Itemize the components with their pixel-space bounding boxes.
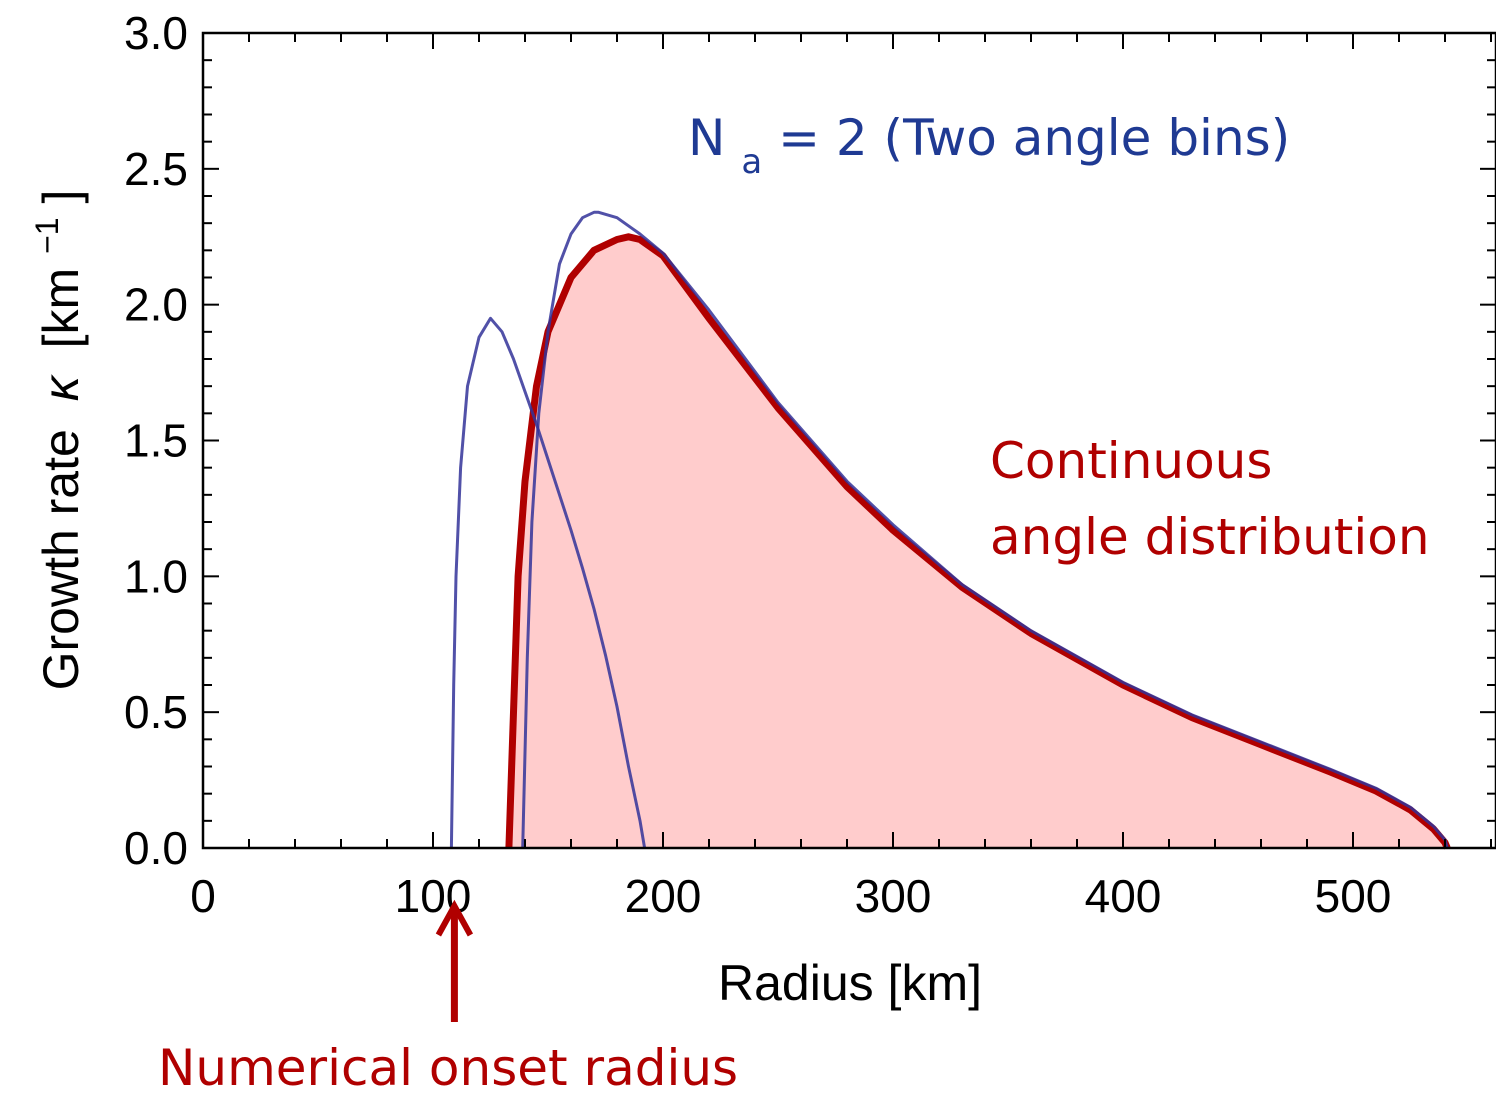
- y-axis-label-close: ]: [33, 190, 89, 204]
- y-tick-label: 1.5: [124, 415, 188, 467]
- y-tick-label: 3.0: [124, 7, 188, 59]
- x-tick-label: 400: [1085, 870, 1162, 922]
- na-annotation-main: N: [688, 109, 725, 167]
- na-annotation-sub: a: [741, 142, 762, 182]
- onset-annotation: Numerical onset radius: [158, 1039, 738, 1097]
- y-axis-label-sup: −1: [29, 217, 65, 253]
- y-axis-label-unit: [km: [33, 268, 89, 349]
- series-line-0: [505, 233, 1451, 850]
- y-tick-label: 0.5: [124, 686, 188, 738]
- x-tick-label: 500: [1315, 870, 1392, 922]
- series-layer: [449, 210, 1451, 850]
- y-axis-label-symbol: κ: [33, 373, 89, 401]
- series-line-1: [521, 210, 1449, 849]
- na-annotation-rest: = 2 (Two angle bins): [778, 109, 1290, 167]
- continuous-annotation-line1: Continuous: [990, 432, 1272, 490]
- y-tick-label: 1.0: [124, 550, 188, 602]
- x-axis-label: Radius [km]: [718, 955, 982, 1011]
- y-axis-label-main: Growth rate: [33, 429, 89, 690]
- onset-arrow-head: [435, 899, 474, 937]
- y-axis-label: Growth rate κ [km −1 ]: [13, 190, 89, 691]
- x-tick-label: 0: [190, 870, 216, 922]
- na-annotation: N a = 2 (Two angle bins): [688, 109, 1290, 185]
- series-line-2: [449, 316, 647, 849]
- x-tick-label: 200: [625, 870, 702, 922]
- series-fill-0: [508, 236, 1448, 849]
- onset-arrow: [435, 899, 474, 1022]
- y-tick-label: 2.0: [124, 279, 188, 331]
- continuous-annotation-line2: angle distribution: [990, 508, 1430, 566]
- x-tick-label: 300: [855, 870, 932, 922]
- y-tick-label: 2.5: [124, 143, 188, 195]
- y-tick-label: 0.0: [124, 822, 188, 874]
